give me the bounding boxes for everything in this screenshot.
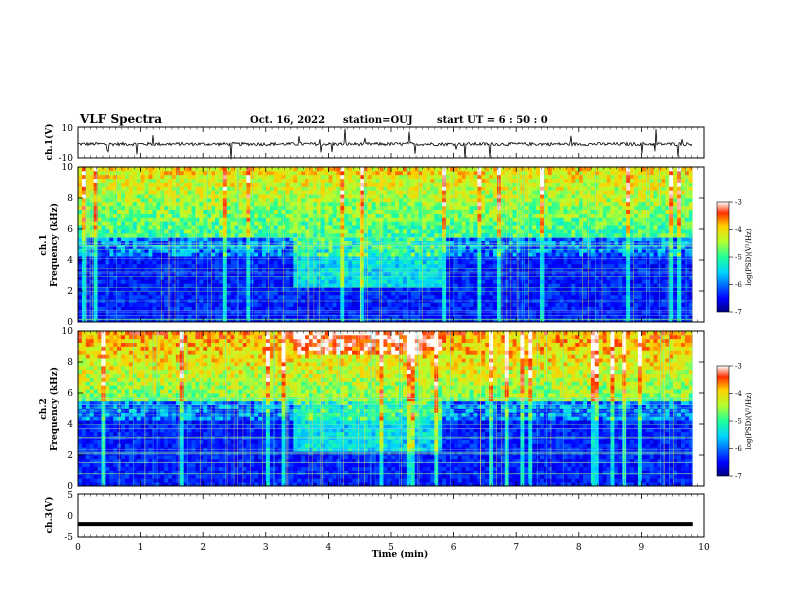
ch1-spec-ylabel-1: ch.1 (39, 234, 49, 255)
ch1-waveform-trace (77, 128, 693, 160)
station-label: station=OUJ (343, 115, 413, 126)
ch1-spec-ytick-0: 0 (67, 318, 73, 328)
ch1-colorbar-label: log(PSD)(V²/Hz) (745, 228, 753, 285)
figure-title: VLF Spectra (79, 112, 162, 126)
x-tick-1: 1 (138, 543, 144, 553)
ch1-spec-ylabel-2: Frequency (kHz) (49, 203, 60, 287)
start-time-label: start UT = 6 : 50 : 0 (437, 115, 548, 126)
x-tick-0: 0 (75, 543, 81, 553)
ch1-spec-ytick-10: 10 (62, 163, 74, 173)
ch2-spec-ytick-8: 8 (67, 358, 73, 368)
ch1-waveform-panel: 10 -10 ch.1(V) (44, 124, 705, 164)
ch2-colorbar-tick--7: -7 (735, 473, 742, 481)
ch2-spec-ytick-0: 0 (67, 482, 73, 492)
ch1-ytick-bottom: -10 (59, 154, 74, 164)
ch3-waveform-panel: 5 0 -5 ch.3(V) (44, 491, 705, 543)
ch1-colorbar (716, 201, 730, 313)
ch2-spec-ylabel-2: Frequency (kHz) (49, 367, 60, 451)
x-tick-9: 9 (639, 543, 645, 553)
x-tick-8: 8 (576, 543, 582, 553)
ch2-colorbar-tick--6: -6 (735, 445, 742, 453)
ch1-colorbar-tick--6: -6 (735, 281, 742, 289)
ch3-ylabel: ch.3(V) (44, 497, 55, 534)
date-label: Oct. 16, 2022 (250, 115, 325, 126)
x-axis: 0 1 2 3 4 5 6 7 8 9 10 (75, 127, 710, 553)
x-tick-4: 4 (326, 543, 332, 553)
ch2-spectrogram-image (78, 331, 704, 487)
x-axis-label: Time (min) (372, 549, 429, 560)
ch1-colorbar-tick--3: -3 (735, 199, 742, 207)
ch1-spec-ytick-2: 2 (67, 287, 73, 297)
ch1-colorbar-tick--5: -5 (735, 254, 742, 262)
ch2-colorbar-tick--5: -5 (735, 418, 742, 426)
ch1-ytick-top: 10 (62, 124, 74, 134)
ch1-spectrogram-image (77, 167, 704, 323)
ch1-colorbar-tick--4: -4 (735, 226, 742, 234)
ch3-ytick-mid: 0 (67, 512, 73, 522)
ch1-spec-ytick-6: 6 (67, 225, 73, 235)
ch1-colorbar-tick--7: -7 (735, 309, 742, 317)
ch2-colorbar-tick--3: -3 (735, 363, 742, 371)
ch2-spec-ytick-4: 4 (67, 420, 73, 430)
ch3-ytick-bottom: -5 (64, 533, 73, 543)
ch1-spec-ytick-4: 4 (67, 256, 73, 266)
ch2-spec-ytick-6: 6 (67, 389, 73, 399)
x-tick-7: 7 (513, 543, 519, 553)
x-tick-6: 6 (451, 543, 457, 553)
ch2-spec-ytick-2: 2 (67, 451, 73, 461)
x-tick-10: 10 (698, 543, 710, 553)
x-tick-3: 3 (263, 543, 269, 553)
ch2-spec-ylabel-1: ch.2 (39, 398, 49, 419)
x-tick-2: 2 (200, 543, 206, 553)
ch2-colorbar (716, 365, 730, 477)
ch2-colorbar-label: log(PSD)(V²/Hz) (745, 392, 753, 449)
ch2-spec-ytick-10: 10 (62, 327, 74, 337)
ch1-spec-ytick-8: 8 (67, 194, 73, 204)
ch1-ylabel: ch.1(V) (44, 124, 55, 161)
ch3-ytick-top: 5 (67, 491, 73, 501)
ch3-frame (77, 493, 705, 538)
x-tick-5: 5 (388, 543, 394, 553)
ch2-colorbar-tick--4: -4 (735, 390, 742, 398)
